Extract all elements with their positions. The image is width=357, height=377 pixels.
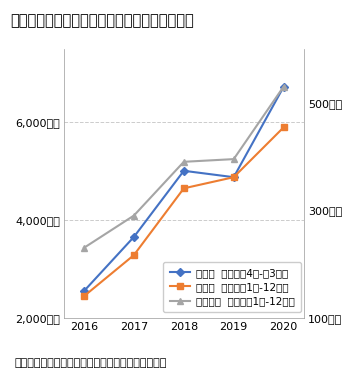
寄付者数  流出側（1月-12月） [82,245,86,250]
Legend: 寄付額  流入側（4月-翌3月）, 寄付額  流出側（1月-12月）, 寄付者数  流出側（1月-12月）: 寄付額 流入側（4月-翌3月）, 寄付額 流出側（1月-12月）, 寄付者数 流… [164,262,301,313]
寄付額  流出側（1月-12月） [182,186,186,191]
寄付額  流入側（4月-翌3月） [82,289,86,293]
寄付額  流出側（1月-12月） [132,253,136,257]
Text: （資料）総務省「ふるさと納税現況調査」より作成: （資料）総務省「ふるさと納税現況調査」より作成 [14,357,167,368]
寄付額  流入側（4月-翌3月） [182,169,186,173]
寄付者数  流出側（1月-12月） [232,157,236,161]
寄付額  流出側（1月-12月） [232,175,236,179]
Line: 寄付者数  流出側（1月-12月）: 寄付者数 流出側（1月-12月） [81,84,286,251]
Line: 寄付額  流入側（4月-翌3月）: 寄付額 流入側（4月-翌3月） [81,84,286,294]
寄付者数  流出側（1月-12月） [132,213,136,218]
Line: 寄付額  流出側（1月-12月）: 寄付額 流出側（1月-12月） [81,124,286,299]
Text: 【図表１】ふるさと納税額及び寄付者数の推移: 【図表１】ふるさと納税額及び寄付者数の推移 [11,13,195,28]
寄付額  流出側（1月-12月） [281,125,286,130]
寄付額  流入側（4月-翌3月） [232,175,236,179]
寄付額  流入側（4月-翌3月） [281,84,286,89]
寄付額  流入側（4月-翌3月） [132,234,136,239]
寄付額  流出側（1月-12月） [82,294,86,299]
寄付者数  流出側（1月-12月） [281,84,286,89]
寄付者数  流出側（1月-12月） [182,159,186,164]
